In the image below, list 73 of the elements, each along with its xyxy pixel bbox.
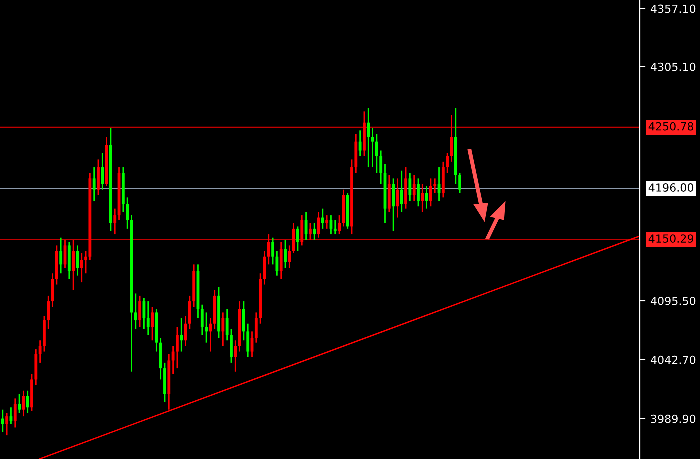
candlestick <box>300 214 304 246</box>
candlestick <box>425 186 428 210</box>
candlestick <box>114 208 117 236</box>
candlestick <box>72 239 76 292</box>
candlestick <box>412 174 416 202</box>
candlestick <box>226 308 229 342</box>
candlestick <box>313 222 316 241</box>
candlestick <box>205 312 208 344</box>
candlestick <box>26 390 30 414</box>
candlestick <box>97 159 100 196</box>
candlestick <box>421 184 424 213</box>
candlestick <box>246 323 250 358</box>
candlestick <box>267 234 270 266</box>
candlestick <box>430 178 432 208</box>
candlestick <box>188 295 192 330</box>
y-tick-label: 4357.10 <box>650 4 696 14</box>
candlestick <box>358 130 362 158</box>
candlestick <box>296 226 300 252</box>
candlestick <box>84 250 88 274</box>
candlestick <box>1 409 4 433</box>
candlestick <box>234 340 238 373</box>
candlestick <box>408 172 412 202</box>
candlestick <box>434 178 437 194</box>
candlestick <box>375 133 378 174</box>
candlestick <box>272 237 274 266</box>
ref-line-label: 4150.29 <box>648 234 694 244</box>
candlestick <box>92 166 96 202</box>
candlestick <box>367 108 370 168</box>
candlestick <box>134 293 138 330</box>
candlestick <box>14 398 17 428</box>
candlestick <box>146 300 150 336</box>
candlestick <box>458 172 462 194</box>
candlestick <box>209 318 212 352</box>
candlestick <box>276 250 279 277</box>
candlestick <box>284 239 287 269</box>
candlestick <box>60 237 63 274</box>
candlestick <box>392 178 396 232</box>
candlestick <box>417 178 420 208</box>
ref-line-label: 4250.78 <box>648 122 694 131</box>
candlestick <box>292 222 296 254</box>
y-tick-label: 3989.90 <box>651 414 696 424</box>
candlestick <box>6 412 9 436</box>
candlestick <box>18 394 21 414</box>
candlestick <box>172 346 175 375</box>
candlestick <box>280 242 283 280</box>
candlestick <box>242 300 246 342</box>
candlestick <box>380 150 383 185</box>
candlestick <box>230 328 233 364</box>
candlestick <box>80 252 84 284</box>
candlestick <box>47 295 50 330</box>
y-tick-label: 4042.70 <box>650 356 696 364</box>
candlestick <box>400 170 404 213</box>
candlestick <box>334 219 337 236</box>
candlestick <box>254 312 258 344</box>
candlestick <box>446 152 450 174</box>
candlestick <box>308 222 312 241</box>
candlestick <box>138 295 142 328</box>
candlestick <box>180 318 184 352</box>
candlestick <box>200 304 204 336</box>
y-tick-label: 4305.10 <box>650 62 696 72</box>
candlestick <box>22 390 26 418</box>
candlestick <box>101 152 104 191</box>
y-tick-label: 4095.50 <box>650 296 696 306</box>
candlestick <box>338 214 341 236</box>
candlestick <box>126 196 130 230</box>
candlestick <box>222 312 225 347</box>
candlestick <box>288 245 292 269</box>
candlestick <box>38 340 42 364</box>
candlestick <box>151 306 154 342</box>
candlestick <box>326 214 329 230</box>
ref-line-label: 4196.00 <box>648 184 694 192</box>
candlestick <box>176 326 179 370</box>
candlestick <box>321 208 324 230</box>
